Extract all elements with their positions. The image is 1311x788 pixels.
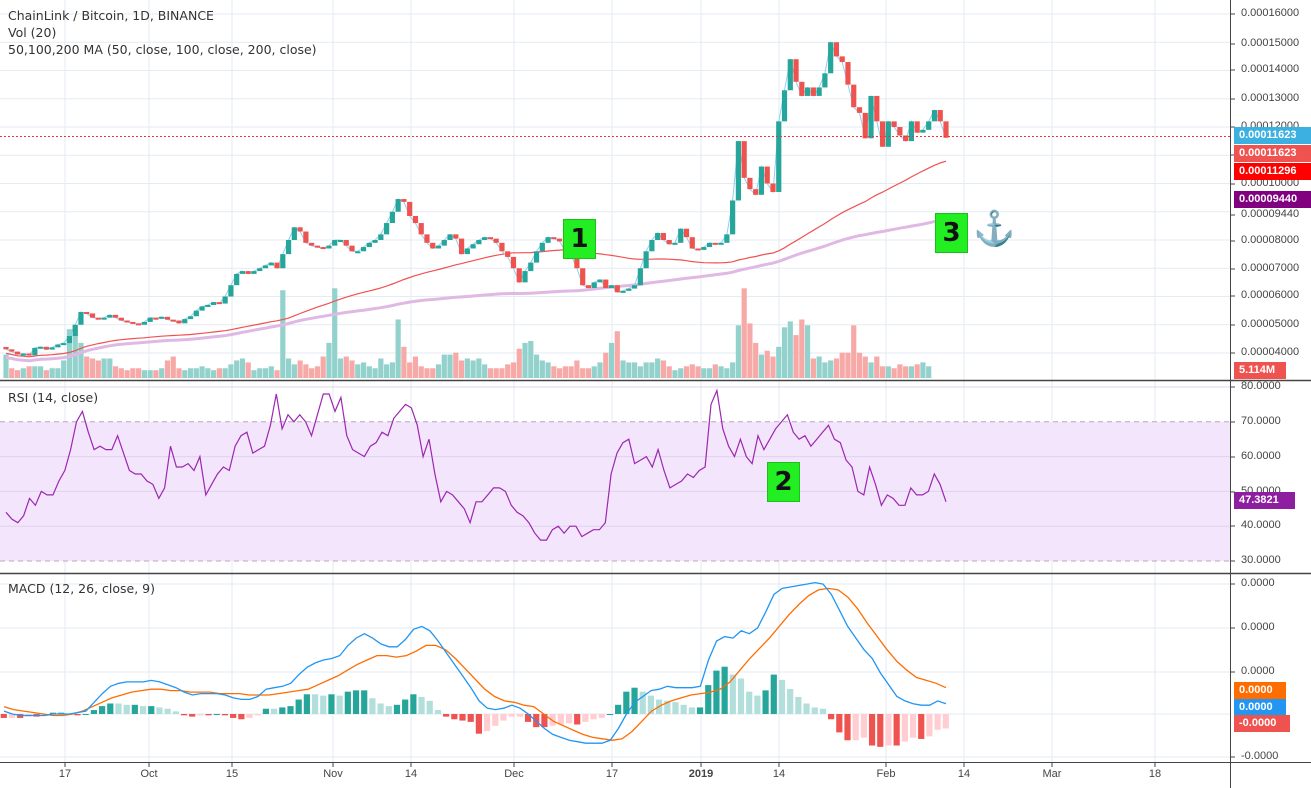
time-axis-label: 18	[1148, 768, 1162, 780]
rsi-axis-tick-label: 70.0000	[1241, 415, 1281, 427]
rsi-pane-legend: RSI (14, close)	[8, 389, 98, 406]
volume-bars	[3, 288, 932, 378]
price-axis-tick-label: 0.00004000	[1241, 346, 1300, 358]
price-axis-tick-label: 0.00009440	[1241, 208, 1300, 220]
macd-axis-tick-label: 0.0000	[1241, 665, 1275, 677]
price-tag: 0.00011623	[1234, 127, 1311, 144]
macd-value-tag: 0.0000	[1234, 699, 1286, 716]
rsi-axis-tick-label: 60.0000	[1241, 450, 1281, 462]
price-axis-tick-label: 0.00007000	[1241, 262, 1300, 274]
symbol-title[interactable]: ChainLink / Bitcoin, 1D, BINANCE	[8, 8, 214, 23]
time-axis-label: 14	[772, 768, 786, 780]
rsi-axis-tick-label: 40.0000	[1241, 519, 1281, 531]
time-axis-label: Mar	[1042, 768, 1062, 780]
time-axis-label: Oct	[140, 768, 158, 780]
macd-value-tag: -0.0000	[1234, 715, 1290, 732]
time-axis-label: 14	[404, 768, 418, 780]
time-axis-label: Nov	[323, 768, 343, 780]
moving-average-indicator-label[interactable]: 50,100,200 MA (50, close, 100, close, 20…	[8, 42, 317, 57]
rsi-axis-tick-label: 30.0000	[1241, 554, 1281, 566]
macd-pane-legend: MACD (12, 26, close, 9)	[8, 580, 155, 597]
price-axis-tick-label: 0.00005000	[1241, 318, 1300, 330]
annotation-marker-2[interactable]: 2	[767, 462, 800, 502]
price-axis-tick-label: 0.00008000	[1241, 234, 1300, 246]
rsi-axis-tick-label: 80.0000	[1241, 380, 1281, 392]
macd-histogram	[0, 666, 949, 747]
price-tag: 0.00011296	[1234, 163, 1311, 180]
price-axis-tick-label: 0.00014000	[1241, 63, 1300, 75]
volume-tag: 5.114M	[1234, 362, 1286, 379]
time-axis-label: 14	[957, 768, 971, 780]
time-axis-label: 17	[58, 768, 72, 780]
macd-axis-tick-label: -0.0000	[1241, 750, 1279, 762]
annotation-marker-3[interactable]: 3	[935, 213, 968, 253]
ma100-line	[5, 217, 947, 363]
macd-value-tag: 0.0000	[1234, 682, 1286, 699]
time-axis-label: 17	[605, 768, 619, 780]
price-axis-tick-label: 0.00010000	[1241, 177, 1300, 189]
rsi-line	[5, 388, 947, 541]
time-axis-label: Dec	[504, 768, 524, 780]
anchor-icon[interactable]: ⚓	[973, 210, 1016, 248]
macd-indicator-label[interactable]: MACD (12, 26, close, 9)	[8, 581, 155, 596]
price-tag: 0.00009440	[1234, 191, 1311, 208]
price-axis-tick-label: 0.00015000	[1241, 37, 1300, 49]
price-axis-tick-label: 0.00006000	[1241, 289, 1300, 301]
ma50-line	[5, 160, 947, 358]
time-axis-label: 15	[225, 768, 239, 780]
price-axis-tick-label: 0.00013000	[1241, 92, 1300, 104]
macd-axis-tick-label: 0.0000	[1241, 577, 1275, 589]
macd-line	[3, 581, 947, 744]
main-pane-legend: ChainLink / Bitcoin, 1D, BINANCE Vol (20…	[8, 7, 317, 58]
time-axis-label: 2019	[688, 768, 714, 780]
rsi-value-tag: 47.3821	[1234, 492, 1295, 509]
macd-signal-line	[3, 587, 947, 741]
volume-indicator-label[interactable]: Vol (20)	[8, 25, 57, 40]
candlesticks	[3, 42, 949, 356]
annotation-marker-1[interactable]: 1	[563, 219, 596, 259]
rsi-indicator-label[interactable]: RSI (14, close)	[8, 390, 99, 405]
macd-axis-tick-label: 0.0000	[1241, 621, 1275, 633]
price-tag: 0.00011623	[1234, 145, 1311, 162]
price-axis-tick-label: 0.00016000	[1241, 7, 1300, 19]
time-axis-label: Feb	[876, 768, 896, 780]
